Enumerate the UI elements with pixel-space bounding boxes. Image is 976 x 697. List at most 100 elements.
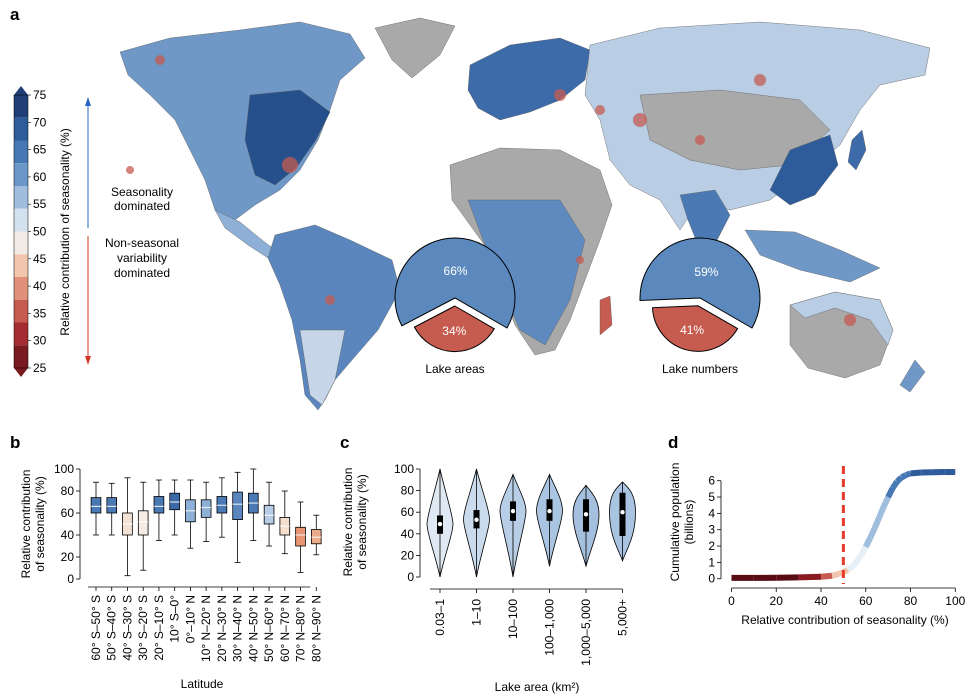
world-map — [119, 17, 931, 411]
boxplot-latitude: 0 20 40 60 80 100 60° S–50° S 50° S–40° S 40° S–… — [19, 462, 323, 691]
x-tick-label: 50° N–60° N — [262, 595, 276, 662]
y-axis-label: Relative contributionof seasonality (%) — [19, 470, 47, 579]
x-tick-label: 10–100 — [506, 599, 520, 639]
x-tick-label: 80° N–90° N — [309, 595, 323, 662]
pie-slice — [394, 237, 516, 329]
nonseasonal-patch — [282, 157, 298, 173]
pie-slice-label: 34% — [442, 324, 466, 338]
pie-slice-label: 59% — [694, 265, 718, 279]
nonseasonal-patch — [633, 113, 647, 127]
pie-slice-label: 66% — [444, 264, 468, 278]
text-line: Non-seasonal — [105, 236, 179, 250]
x-tick-label: 0.03–1 — [433, 599, 447, 636]
colorbar-segment — [14, 95, 28, 118]
box — [295, 526, 306, 547]
x-axis-label: Latitude — [181, 677, 224, 691]
landmass-europe — [467, 37, 591, 121]
pie-lake-areas: 66% 34% — [394, 237, 516, 353]
landmass-new-zealand — [899, 359, 926, 393]
x-tick-label: 40 — [814, 594, 828, 608]
colorbar-tick-label: 55 — [33, 197, 47, 211]
landmass-central-america — [214, 209, 276, 259]
curve-segment — [867, 526, 878, 540]
nonseasonal-patch — [576, 256, 584, 264]
nonseasonal-patch — [155, 55, 165, 65]
violin-median — [510, 508, 516, 514]
y-tick-label: 3 — [708, 523, 715, 537]
y-tick-label: 80 — [401, 484, 415, 498]
seasonality-dominated-label: Seasonality dominated — [111, 185, 173, 213]
nonseasonal-patch — [754, 74, 766, 86]
nonseasonal-patch — [325, 295, 335, 305]
x-tick-label: 1–10 — [470, 599, 484, 626]
colorbar-segment — [14, 322, 28, 346]
nonseasonal-patch — [595, 105, 605, 115]
colorbar-segment — [14, 299, 28, 323]
x-tick-label: 60 — [859, 594, 873, 608]
x-tick-label: 70° N–80° N — [294, 595, 308, 662]
y-tick-label: 60 — [61, 506, 75, 520]
panel-label-b: b — [10, 433, 20, 452]
colorbar-tick-label: 60 — [33, 170, 47, 184]
y-tick-label: 40 — [61, 528, 75, 542]
box — [153, 496, 165, 514]
colorbar-segment — [14, 231, 28, 255]
curve-segment — [831, 570, 840, 579]
box — [137, 510, 149, 536]
y-tick-label: 40 — [401, 527, 415, 541]
landmass-china-east — [769, 134, 839, 206]
x-tick-label: 100–1,000 — [543, 599, 557, 656]
panel-label-a: a — [10, 5, 20, 24]
x-axis-label: Relative contribution of seasonality (%) — [741, 613, 948, 627]
colorbar-tick-label: 65 — [33, 143, 47, 157]
box — [106, 497, 118, 514]
curve-segment — [905, 470, 912, 478]
colorbar-label: Relative contribution of seasonality (%) — [58, 128, 72, 335]
text-line: variability — [117, 251, 167, 265]
pie-lake-numbers: 59% 41% — [639, 237, 761, 352]
colorbar-segment — [14, 254, 28, 277]
text-line: of seasonality (%) — [33, 476, 47, 571]
y-tick-label: 80 — [61, 484, 75, 498]
violin-median — [583, 512, 589, 517]
curve-segment — [820, 572, 833, 580]
nonseasonal-dominated-label: Non-seasonal variability dominated — [105, 236, 179, 280]
pie-slice-label: 41% — [680, 323, 704, 337]
curve-segment — [798, 573, 822, 581]
landmass-greenland — [374, 17, 456, 79]
y-tick-label: 4 — [708, 506, 715, 520]
x-tick-label: 100 — [945, 594, 965, 608]
text-line: (billions) — [682, 500, 696, 545]
curve-segment — [880, 495, 891, 509]
x-tick-label: 20° N–30° N — [215, 595, 229, 662]
landmass-south-america-south — [299, 329, 346, 406]
y-tick-label: 20 — [401, 548, 415, 562]
x-tick-label: 30° N–40° N — [231, 595, 245, 662]
x-tick-label: 1,000–5,000 — [579, 599, 593, 666]
curve-segment — [854, 553, 864, 564]
y-axis-label: Relative contributionof seasonality (%) — [341, 468, 369, 577]
text-line: dominated — [114, 266, 170, 280]
text-line: Relative contribution — [341, 468, 355, 577]
colorbar: 75 70 65 60 55 50 45 40 35 30 25 — [13, 86, 47, 377]
curve-segment — [885, 486, 896, 499]
colorbar-tick-label: 25 — [33, 361, 47, 375]
y-tick-label: 60 — [401, 505, 415, 519]
pie-lake-areas-title: Lake areas — [425, 362, 484, 376]
nonseasonal-patch — [844, 314, 856, 326]
pie-slice — [413, 305, 496, 353]
colorbar-segment — [14, 186, 28, 209]
colorbar-tick-label: 50 — [33, 225, 47, 239]
landmass-southeast-asia — [744, 229, 881, 283]
x-tick-label: 80 — [904, 594, 918, 608]
y-tick-label: 0 — [708, 572, 715, 586]
y-tick-label: 1 — [708, 555, 715, 569]
curve-segment — [863, 536, 873, 549]
curve-segment — [871, 516, 882, 530]
landmass-madagascar — [599, 295, 613, 336]
curve-segment — [846, 564, 855, 573]
curve-segment — [910, 469, 922, 477]
pie-slice — [652, 305, 739, 352]
curve-segment — [895, 475, 904, 484]
